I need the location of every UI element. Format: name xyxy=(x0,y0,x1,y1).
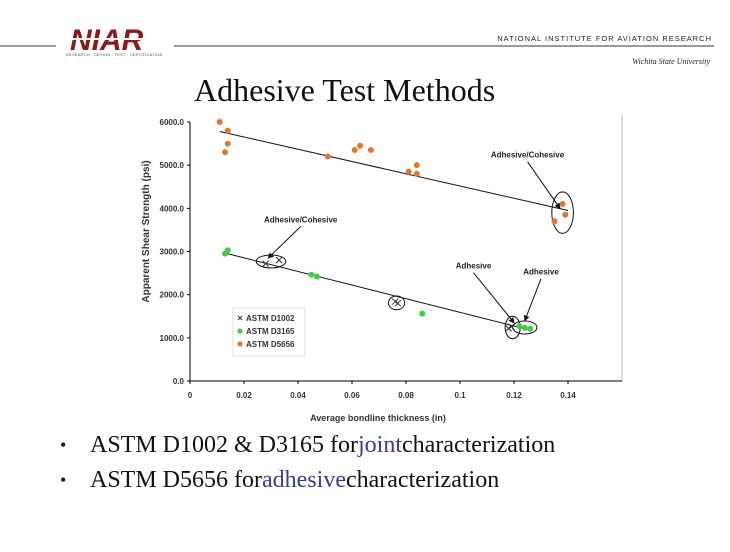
highlight-ellipse xyxy=(255,254,287,269)
data-point-d5656 xyxy=(367,147,374,154)
page-title: Adhesive Test Methods xyxy=(194,72,496,108)
x-tick-label: 0.12 xyxy=(506,391,522,400)
annotation-arrow xyxy=(267,226,302,259)
institute-name: NATIONAL INSTITUTE FOR AVIATION RESEARCH xyxy=(497,34,712,43)
data-point-d5656 xyxy=(559,201,566,208)
highlight-ellipse xyxy=(551,191,574,234)
legend-marker xyxy=(237,328,243,334)
data-point-d1002 xyxy=(275,256,283,264)
y-tick-label: 3000.0 xyxy=(160,248,185,257)
data-point-d5656 xyxy=(224,140,231,147)
annotation-label: Adhesive xyxy=(523,268,559,277)
data-point-d5656 xyxy=(551,218,558,225)
bullet-text-prefix: ASTM D5656 for xyxy=(90,467,262,493)
y-tick-label: 2000.0 xyxy=(160,291,185,300)
data-point-d5656 xyxy=(324,153,331,160)
data-point-d5656 xyxy=(562,211,569,218)
y-axis-label: Apparent Shear Strength (psi) xyxy=(141,160,152,302)
bullet-symbol: • xyxy=(60,435,67,455)
bullet-text-prefix: ASTM D1002 & D3165 for xyxy=(90,432,358,458)
x-tick-label: 0.02 xyxy=(236,391,252,400)
y-tick-label: 4000.0 xyxy=(160,204,185,213)
legend-marker xyxy=(237,341,243,347)
highlight-ellipse xyxy=(387,295,406,311)
chart-svg: 0.0 1000.0 2000.0 3000.0 4000.0 5000.0 6000.0 0… xyxy=(141,114,623,423)
data-point-d3165 xyxy=(224,247,231,254)
data-point-d5656 xyxy=(224,127,231,134)
bullet-text-suffix: characterization xyxy=(402,432,556,458)
annotation-arrow xyxy=(473,272,515,324)
data-point-d5656 xyxy=(351,147,358,154)
legend-label: ASTM D3165 xyxy=(246,327,295,336)
shear-strength-chart: 0.0 1000.0 2000.0 3000.0 4000.0 5000.0 6000.0 0… xyxy=(135,112,623,424)
university-name: Wichita State University xyxy=(632,57,710,66)
trendline xyxy=(222,251,531,331)
bullet-symbol: • xyxy=(60,470,67,490)
data-point-d5656 xyxy=(216,119,223,125)
legend-marker xyxy=(237,315,243,321)
x-tick-label: 0.08 xyxy=(398,391,414,400)
bullet-item: • ASTM D5656 for adhesive characterizati… xyxy=(60,463,700,498)
data-point-d3165 xyxy=(308,271,315,278)
x-tick-label: 0.1 xyxy=(454,391,466,400)
annotation-label: Adhesive/Cohesive xyxy=(264,215,338,224)
bullet-text-suffix: characterization xyxy=(345,467,500,493)
data-point-d5656 xyxy=(405,168,412,175)
legend-label: ASTM D1002 xyxy=(246,314,295,323)
bullet-highlight: adhesive xyxy=(262,467,346,493)
data-point-d5656 xyxy=(222,149,229,156)
niar-logo-text: NIAR xyxy=(70,24,144,57)
logo-tagline: RESEARCH · DESIGN · TEST · CERTIFICATION xyxy=(66,52,163,57)
x-axis-label: Average bondline thickness (in) xyxy=(310,413,446,423)
y-tick-label: 0.0 xyxy=(173,377,185,386)
niar-logo: NIAR xyxy=(68,24,164,57)
annotation-arrow xyxy=(527,161,561,210)
annotation-label: Adhesive/Cohesive xyxy=(491,151,565,160)
data-point-d5656 xyxy=(413,162,420,169)
data-point-d3165 xyxy=(516,323,523,330)
header-rule-right xyxy=(174,45,714,47)
annotation-label: Adhesive xyxy=(456,262,492,271)
header-rule-left xyxy=(0,45,56,47)
data-point-d3165 xyxy=(527,325,534,332)
x-tick-label: 0 xyxy=(188,391,193,400)
bullet-highlight: joint xyxy=(358,432,403,458)
legend-box xyxy=(232,307,306,357)
x-tick-label: 0.06 xyxy=(344,391,360,400)
bullet-list: • ASTM D1002 & D3165 for joint character… xyxy=(60,428,700,498)
y-tick-label: 6000.0 xyxy=(160,118,185,127)
data-point-d3165 xyxy=(419,310,426,317)
logo-stripe xyxy=(68,38,164,40)
data-point-d1002 xyxy=(505,324,512,332)
x-tick-label: 0.04 xyxy=(290,391,306,400)
data-point-d3165 xyxy=(313,273,320,280)
bullet-item: • ASTM D1002 & D3165 for joint character… xyxy=(60,428,700,463)
annotation-arrow xyxy=(523,278,542,322)
data-point-d5656 xyxy=(357,142,364,149)
data-point-d5656 xyxy=(413,170,420,177)
data-point-d1002 xyxy=(391,298,399,305)
data-point-d3165 xyxy=(521,324,528,331)
y-tick-label: 1000.0 xyxy=(160,334,185,343)
x-tick-label: 0.14 xyxy=(560,391,576,400)
data-point-d1002 xyxy=(262,260,269,267)
trendline xyxy=(219,131,569,211)
legend-label: ASTM D5656 xyxy=(246,340,295,349)
y-tick-label: 5000.0 xyxy=(160,161,185,170)
